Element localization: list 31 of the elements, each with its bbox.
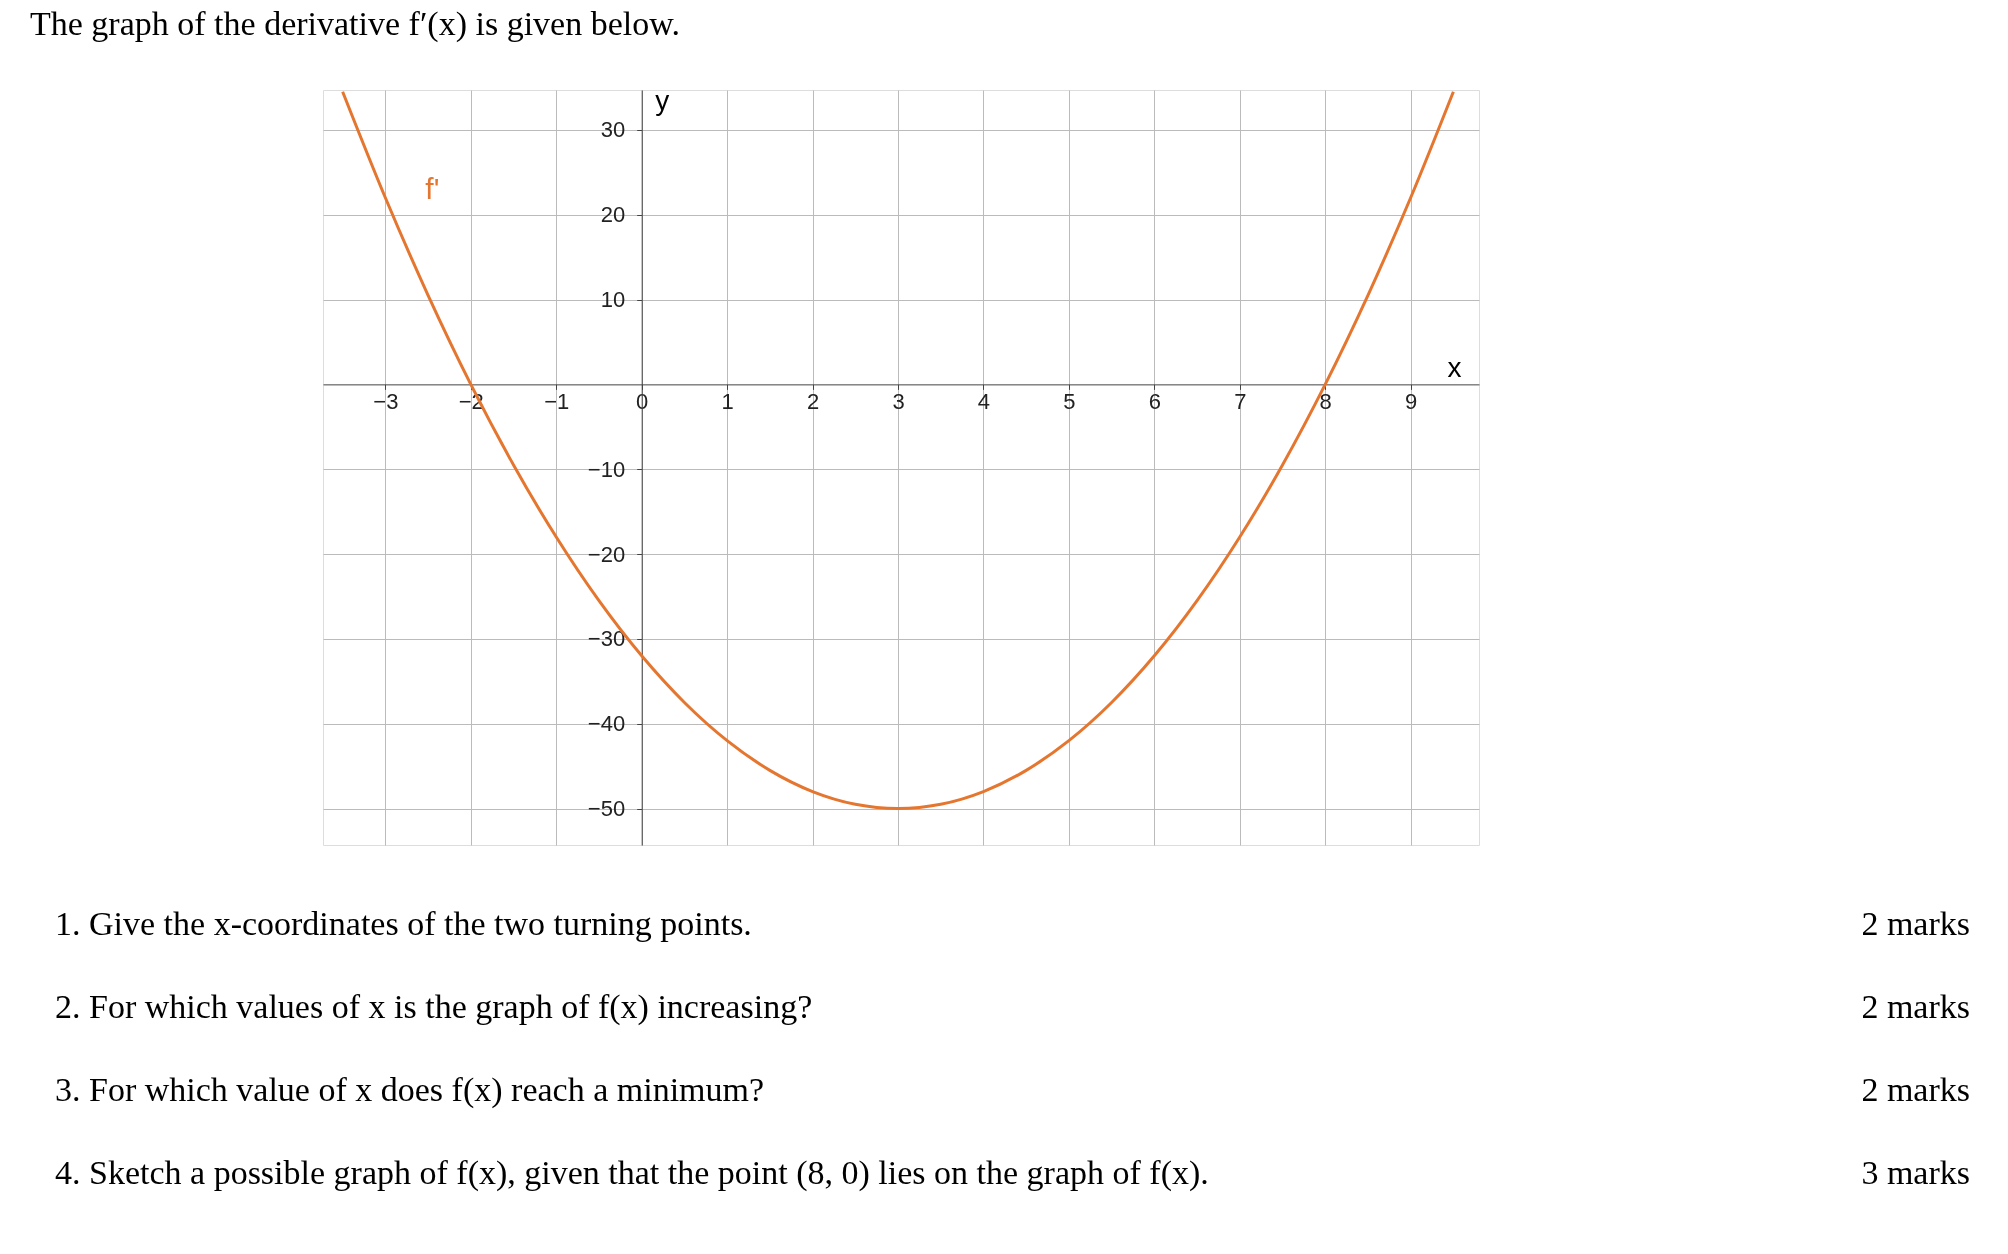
y-tick-label: −20 (587, 541, 626, 567)
y-tick-label: −40 (587, 711, 626, 737)
x-tick-label: −1 (544, 388, 570, 414)
y-tick-label: −10 (587, 456, 626, 482)
x-tick-label: 9 (1405, 388, 1418, 414)
x-tick-label: 6 (1148, 388, 1161, 414)
chart-title: The graph of the derivative f′(x) is given below. (30, 5, 681, 43)
text: 3 marks (1861, 1154, 1970, 1191)
text: 1. Give the x-coordinates of the two turning points. (55, 905, 752, 942)
x-tick-label: 4 (977, 388, 991, 414)
x-tick-label: 2 (806, 388, 820, 414)
text: 2. For which values of x is the graph of f(x) increasing? (55, 988, 813, 1026)
x-tick-label: 8 (1319, 388, 1332, 414)
y-tick-label: −50 (587, 796, 626, 822)
text: 2 marks (1861, 988, 1970, 1025)
text: 2 marks (1861, 1071, 1970, 1108)
y-tick-label: 20 (600, 202, 626, 228)
text: 2 marks (1861, 905, 1970, 942)
x-tick-label: 5 (1063, 388, 1076, 414)
x-tick-label: 3 (892, 388, 905, 414)
series-label: f' (425, 171, 440, 205)
x-tick-label: 1 (721, 388, 734, 414)
y-tick-label: −30 (587, 626, 626, 652)
x-tick-label: −3 (373, 388, 399, 414)
y-tick-label: 30 (600, 117, 626, 143)
text: 4. Sketch a possible graph of f(x), given that the point (8, 0) lies on the graph of f(x). (55, 1154, 1209, 1192)
x-tick-label: 7 (1234, 388, 1247, 414)
y-tick-label: 10 (600, 287, 626, 313)
x-axis-title: x (1447, 351, 1462, 383)
y-axis-title: y (655, 84, 670, 116)
text: 3. For which value of x does f(x) reach a minimum? (55, 1071, 765, 1109)
